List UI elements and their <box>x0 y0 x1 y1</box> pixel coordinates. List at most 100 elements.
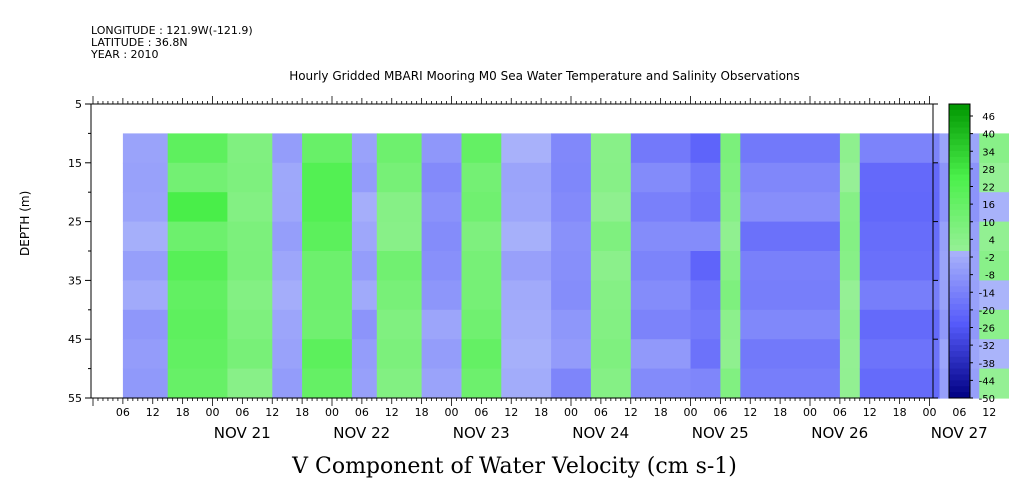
heatmap-cell <box>122 133 169 164</box>
heatmap-cell <box>421 280 462 311</box>
heatmap-cell <box>167 368 229 399</box>
colorbar-swatch <box>949 327 970 334</box>
heatmap-cell <box>351 309 378 340</box>
x-hour-label: 18 <box>176 406 190 419</box>
heatmap-cell <box>421 192 462 223</box>
axes: 5 15 25 35 45 55 06 12 18 00 06 12 18 00 06 12 18 00 06 12 1… <box>68 96 996 442</box>
heatmap-cell <box>122 162 169 193</box>
colorbar-swatch <box>949 362 970 369</box>
x-hour-label: 06 <box>116 406 130 419</box>
colorbar-swatch <box>949 321 970 328</box>
heatmap-cell <box>551 339 592 370</box>
colorbar-label: -20 <box>979 306 995 317</box>
x-axis-label: V Component of Water Velocity (cm s-1) <box>292 454 737 479</box>
colorbar-swatch <box>949 345 970 352</box>
heatmap-cell <box>122 339 169 370</box>
heatmap-cell <box>501 162 552 193</box>
heatmap-cell <box>859 162 941 193</box>
colorbar-swatch <box>949 221 970 228</box>
heatmap-cell <box>551 133 592 164</box>
colorbar-swatch <box>949 333 970 340</box>
heatmap-cell <box>630 221 692 252</box>
colorbar-swatch <box>949 286 970 293</box>
colorbar-swatch <box>949 133 970 140</box>
colorbar-label: -38 <box>979 359 995 370</box>
heatmap-cell <box>122 368 169 399</box>
heatmap-cell <box>227 309 273 340</box>
heatmap-cell <box>839 133 861 164</box>
heatmap-cell <box>167 162 229 193</box>
heatmap-cell <box>167 280 229 311</box>
colorbar-swatch <box>949 380 970 387</box>
heatmap-cell <box>859 280 941 311</box>
heatmap-cell <box>720 251 741 281</box>
heatmap-cell <box>302 339 353 370</box>
heatmap-cell <box>376 192 423 223</box>
heatmap-cell <box>551 280 592 311</box>
heatmap-cell <box>376 221 423 252</box>
heatmap-cell <box>167 251 229 281</box>
x-hour-label: 00 <box>325 406 339 419</box>
heatmap-cell <box>461 368 502 399</box>
heatmap-cell <box>690 309 721 340</box>
colorbar-swatch <box>949 203 970 211</box>
heatmap-cell <box>501 339 552 370</box>
y-tick-label: 15 <box>68 157 82 170</box>
heatmap-cell <box>167 309 229 340</box>
heatmap-cell <box>839 368 861 399</box>
heatmap-cell <box>740 280 841 311</box>
heatmap-cell <box>461 339 502 370</box>
heatmap-cells <box>122 133 1009 399</box>
heatmap-cell <box>421 309 462 340</box>
colorbar-swatch <box>949 151 970 158</box>
colorbar-swatch <box>949 198 970 205</box>
colorbar-swatch <box>949 280 970 287</box>
heatmap-cell <box>740 162 841 193</box>
heatmap-cell <box>979 221 1009 252</box>
heatmap-cell <box>859 133 941 164</box>
heatmap-cell <box>351 221 378 252</box>
heatmap-cell <box>376 339 423 370</box>
colorbar-label: 34 <box>982 147 995 158</box>
colorbar-swatch <box>949 186 970 193</box>
colorbar: 46 40 34 28 22 16 10 4 -2 -8 -14 -20 -26 -32 -38 -44 -50 <box>948 103 995 405</box>
colorbar-swatch <box>949 268 970 275</box>
y-tick-label: 55 <box>68 392 82 405</box>
heatmap-cell <box>227 192 273 223</box>
heatmap-cell <box>272 309 303 340</box>
colorbar-label: 4 <box>989 235 995 246</box>
heatmap-cell <box>302 192 353 223</box>
x-hour-label: 06 <box>952 406 966 419</box>
heatmap-cell <box>590 368 632 399</box>
heatmap-cell <box>859 309 941 340</box>
colorbar-swatch <box>949 156 970 164</box>
heatmap-cell <box>690 221 721 252</box>
heatmap-cell <box>720 339 741 370</box>
heatmap-cell <box>690 251 721 281</box>
colorbar-label: -2 <box>985 253 995 264</box>
colorbar-swatch <box>949 104 970 111</box>
colorbar-swatch <box>949 121 970 128</box>
colorbar-label: 40 <box>982 130 995 141</box>
colorbar-swatch <box>949 233 970 240</box>
x-hour-label: 12 <box>982 406 996 419</box>
colorbar-label: 46 <box>982 112 995 123</box>
heatmap-cell <box>461 221 502 252</box>
heatmap-cell <box>839 221 861 252</box>
heatmap-cell <box>501 251 552 281</box>
heatmap-cell <box>122 309 169 340</box>
heatmap-cell <box>421 133 462 164</box>
heatmap-cell <box>630 309 692 340</box>
heatmap-cell <box>272 368 303 399</box>
x-day-label: NOV 27 <box>931 424 988 442</box>
x-hour-label: 12 <box>743 406 757 419</box>
heatmap-cell <box>376 162 423 193</box>
x-hour-label: 00 <box>684 406 698 419</box>
heatmap-cell <box>501 309 552 340</box>
heatmap-cell <box>227 221 273 252</box>
heatmap-cell <box>590 339 632 370</box>
heatmap-cell <box>376 133 423 164</box>
heatmap-cell <box>302 368 353 399</box>
heatmap-cell <box>630 251 692 281</box>
x-hour-label: 12 <box>863 406 877 419</box>
